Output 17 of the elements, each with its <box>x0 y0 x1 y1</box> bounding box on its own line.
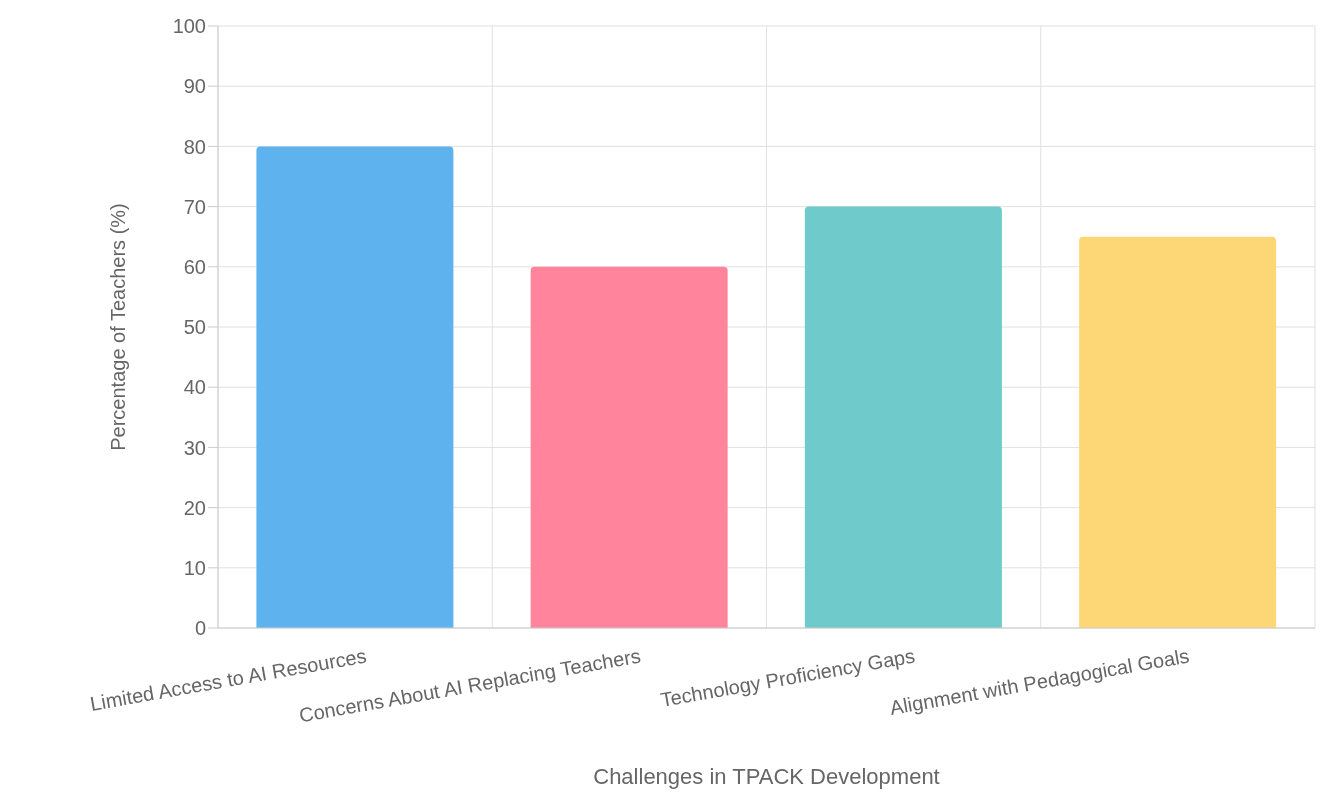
y-tick-label: 30 <box>183 436 206 459</box>
bar <box>256 146 454 628</box>
y-tick-label: 70 <box>183 195 206 218</box>
x-axis-title: Challenges in TPACK Development <box>593 764 940 789</box>
y-tick-label: 100 <box>172 15 206 38</box>
bar <box>804 206 1002 628</box>
bar <box>1079 236 1277 628</box>
y-tick-label: 0 <box>194 617 206 640</box>
y-tick-label: 10 <box>183 556 206 579</box>
bar <box>530 266 728 628</box>
y-axis-title: Percentage of Teachers (%) <box>107 203 130 451</box>
y-tick-label: 50 <box>183 316 206 339</box>
y-tick-label: 80 <box>183 135 206 158</box>
y-tick-label: 60 <box>183 255 206 278</box>
y-tick-label: 20 <box>183 496 206 519</box>
y-tick-label: 40 <box>183 376 206 399</box>
y-tick-label: 90 <box>183 75 206 98</box>
